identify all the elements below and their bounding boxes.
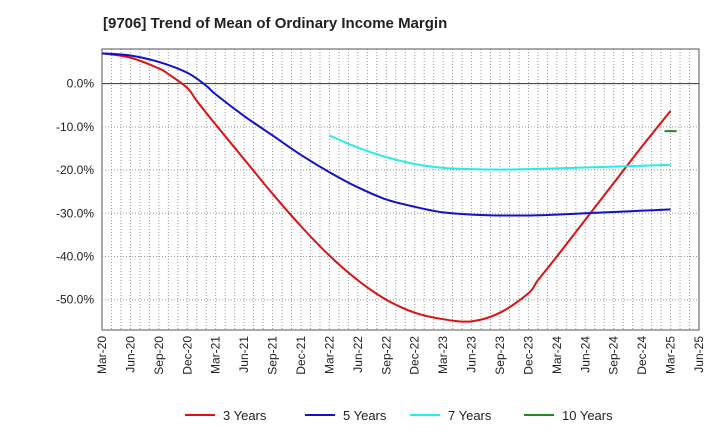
y-tick-label: -20.0% — [56, 163, 94, 177]
x-tick-label: Jun-20 — [123, 336, 137, 373]
legend: 3 Years 5 Years 7 Years 10 Years — [185, 408, 613, 423]
series-line-7-years — [329, 134, 671, 171]
chart-title: [9706] Trend of Mean of Ordinary Income … — [103, 15, 448, 32]
y-tick-label: -50.0% — [56, 293, 94, 307]
series-lines — [101, 52, 677, 323]
x-tick-label: Dec-24 — [635, 336, 649, 375]
x-tick-label: Dec-21 — [294, 336, 308, 375]
x-tick-label: Sep-24 — [607, 336, 621, 375]
legend-label: 3 Years — [223, 408, 267, 423]
y-tick-label: -10.0% — [56, 120, 94, 134]
x-tick-label: Sep-21 — [266, 336, 280, 375]
x-tick-label: Sep-23 — [493, 336, 507, 375]
y-axis-tick-labels: 0.0% -10.0% -20.0% -30.0% -40.0% -50.0% — [56, 77, 94, 307]
x-tick-label: Sep-20 — [152, 336, 166, 375]
x-tick-label: Dec-23 — [521, 336, 535, 375]
legend-label: 7 Years — [448, 408, 492, 423]
legend-label: 10 Years — [562, 408, 613, 423]
plot-frame — [101, 48, 700, 331]
y-tick-label: 0.0% — [67, 77, 95, 91]
x-tick-label: Mar-20 — [95, 336, 109, 374]
x-tick-label: Mar-23 — [436, 336, 450, 374]
x-tick-label: Dec-22 — [408, 336, 422, 375]
y-tick-label: -30.0% — [56, 206, 94, 220]
x-tick-label: Mar-25 — [664, 336, 678, 374]
x-tick-label: Mar-24 — [550, 336, 564, 374]
x-tick-label: Jun-24 — [578, 336, 592, 373]
x-tick-label: Jun-21 — [237, 336, 251, 373]
axes — [101, 48, 700, 331]
x-tick-label: Jun-25 — [692, 336, 706, 373]
x-tick-label: Jun-23 — [465, 336, 479, 373]
y-tick-label: -40.0% — [56, 250, 94, 264]
x-tick-label: Sep-22 — [379, 336, 393, 375]
legend-label: 5 Years — [343, 408, 387, 423]
x-tick-label: Mar-21 — [209, 336, 223, 374]
x-axis-tick-labels: Mar-20 Jun-20 Sep-20 Dec-20 Mar-21 Jun-21 Sep-… — [95, 336, 706, 375]
grid-lines — [101, 49, 700, 330]
series-line-3-years — [101, 52, 672, 323]
plot-background — [102, 49, 699, 330]
series-line-5-years — [101, 52, 671, 217]
x-tick-label: Jun-22 — [351, 336, 365, 373]
x-tick-label: Dec-20 — [180, 336, 194, 375]
x-tick-label: Mar-22 — [322, 336, 336, 374]
